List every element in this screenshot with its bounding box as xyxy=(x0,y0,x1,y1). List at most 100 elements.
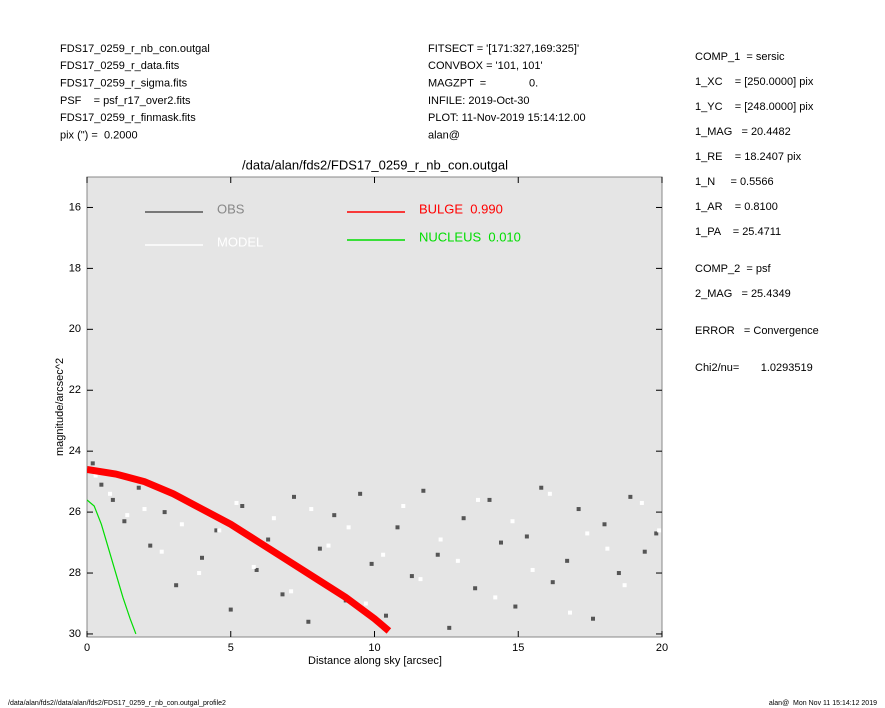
data-point xyxy=(326,543,331,548)
data-point xyxy=(179,522,184,527)
data-point xyxy=(654,531,659,536)
data-point xyxy=(493,595,498,600)
data-point xyxy=(605,546,610,551)
data-point xyxy=(622,583,627,588)
header-right-line: COMP_1 = sersic xyxy=(695,51,785,63)
data-point xyxy=(197,571,202,576)
data-point xyxy=(289,589,294,594)
data-point xyxy=(317,546,322,551)
data-point xyxy=(547,491,552,496)
header-left-line: PSF = psf_r17_over2.fits xyxy=(60,95,191,107)
data-point xyxy=(214,528,219,533)
data-point xyxy=(524,534,529,539)
data-point xyxy=(421,488,426,493)
data-point xyxy=(369,561,374,566)
data-point xyxy=(93,473,98,478)
x-tick-label: 5 xyxy=(228,642,234,654)
data-point xyxy=(358,491,363,496)
header-left-line: FDS17_0259_r_finmask.fits xyxy=(60,112,196,124)
data-point xyxy=(461,516,466,521)
x-tick-label: 20 xyxy=(656,642,668,654)
y-axis-label: magnitude/arcsec^2 xyxy=(54,358,66,456)
data-point xyxy=(642,549,647,554)
data-point xyxy=(240,504,245,509)
footer-left: /data/alan/fds2//data/alan/fds2/FDS17_02… xyxy=(8,700,226,707)
data-line xyxy=(87,499,137,635)
footer-right: alan@ Mon Nov 11 15:14:12 2019 xyxy=(769,700,877,707)
header-right-line: 1_MAG = 20.4482 xyxy=(695,126,791,138)
data-point xyxy=(228,607,233,612)
data-point xyxy=(395,525,400,530)
data-point xyxy=(110,497,115,502)
data-point xyxy=(585,531,590,536)
data-point xyxy=(657,528,662,533)
data-point xyxy=(568,610,572,615)
data-point xyxy=(90,461,95,466)
header-center-line: PLOT: 11-Nov-2019 15:14:12.00 xyxy=(428,112,586,124)
data-point xyxy=(418,577,423,582)
data-point xyxy=(271,516,276,521)
data-point xyxy=(363,601,368,606)
y-tick-label: 26 xyxy=(69,506,81,518)
data-point xyxy=(292,494,296,499)
data-point xyxy=(435,552,440,557)
header-center-line: alan@ xyxy=(428,129,460,141)
data-point xyxy=(591,616,595,621)
data-point xyxy=(384,613,388,618)
data-point xyxy=(381,552,386,557)
data-point xyxy=(628,494,633,499)
data-point xyxy=(447,625,452,630)
data-point xyxy=(234,500,239,505)
header-right-line: 1_PA = 25.4711 xyxy=(695,226,781,238)
data-point xyxy=(99,482,104,487)
data-point xyxy=(251,564,256,569)
data-point xyxy=(148,543,153,548)
chart-title: /data/alan/fds2/FDS17_0259_r_nb_con.outg… xyxy=(242,157,508,172)
data-point xyxy=(254,567,259,572)
header-center-line: MAGZPT = 0. xyxy=(428,78,538,90)
header-left-line: FDS17_0259_r_data.fits xyxy=(60,60,180,72)
data-line xyxy=(87,465,392,634)
header-center-line: FITSECT = '[171:327,169:325]' xyxy=(428,43,579,55)
data-point xyxy=(174,583,179,588)
y-tick-label: 30 xyxy=(69,628,81,640)
data-point xyxy=(162,510,167,515)
data-point xyxy=(280,592,285,597)
x-axis-label: Distance along sky [arcsec] xyxy=(308,655,442,667)
data-point xyxy=(565,558,570,563)
data-point xyxy=(346,525,351,530)
header-right-line: 1_N = 0.5566 xyxy=(695,176,774,188)
header-right-line: 1_AR = 0.8100 xyxy=(695,201,778,213)
data-point xyxy=(217,528,222,533)
data-point xyxy=(473,586,478,591)
header-right-line: Chi2/nu= 1.0293519 xyxy=(695,362,813,374)
x-tick-label: 10 xyxy=(368,642,380,654)
data-point xyxy=(136,485,141,490)
legend-label: MODEL xyxy=(217,234,263,249)
header-center-line: CONVBOX = '101, 101' xyxy=(428,60,543,72)
data-point xyxy=(510,519,515,524)
data-point xyxy=(550,580,555,585)
data-point xyxy=(332,513,337,518)
data-point xyxy=(200,555,204,560)
plot-area xyxy=(86,176,663,638)
y-tick-label: 22 xyxy=(69,384,81,396)
data-point xyxy=(530,567,535,572)
header-right-line: 2_MAG = 25.4349 xyxy=(695,288,791,300)
header-left-line: FDS17_0259_r_sigma.fits xyxy=(60,78,188,90)
data-point xyxy=(438,537,443,542)
legend-label: OBS xyxy=(217,201,245,216)
y-tick-label: 16 xyxy=(69,201,81,213)
y-tick-label: 18 xyxy=(69,262,81,274)
header-center-line: INFILE: 2019-Oct-30 xyxy=(428,95,530,107)
data-point xyxy=(122,519,127,524)
data-point xyxy=(476,497,480,502)
data-point xyxy=(306,619,311,624)
data-point xyxy=(108,491,112,496)
legend-label: BULGE 0.990 xyxy=(419,201,503,216)
x-tick-label: 0 xyxy=(84,642,90,654)
data-point xyxy=(487,497,492,502)
data-point xyxy=(309,507,314,512)
data-point xyxy=(576,507,581,512)
